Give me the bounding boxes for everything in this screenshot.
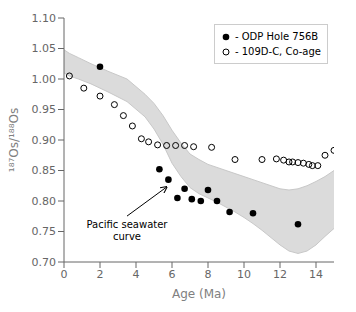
html-text:- ODP Hole 756B: - ODP Hole 756B xyxy=(235,31,319,42)
svg-text:2: 2 xyxy=(97,268,104,281)
svg-text:0.85: 0.85 xyxy=(32,164,57,177)
svg-text:6: 6 xyxy=(169,268,176,281)
svg-text:1.00: 1.00 xyxy=(32,73,57,86)
svg-text:10: 10 xyxy=(237,268,251,281)
svg-text:12: 12 xyxy=(273,268,287,281)
svg-text:0.70: 0.70 xyxy=(32,256,57,269)
svg-text:0.75: 0.75 xyxy=(32,225,57,238)
html-text:- 109D-C, Co-age: - 109D-C, Co-age xyxy=(235,46,321,57)
svg-text:Pacific seawatercurve: Pacific seawatercurve xyxy=(87,219,169,242)
svg-text:14: 14 xyxy=(309,268,323,281)
svg-text:0.95: 0.95 xyxy=(32,103,57,116)
svg-text:Age (Ma): Age (Ma) xyxy=(172,287,226,301)
svg-text:1.05: 1.05 xyxy=(32,42,57,55)
svg-text:1.10: 1.10 xyxy=(32,12,57,25)
svg-text:4: 4 xyxy=(133,268,140,281)
svg-text:8: 8 xyxy=(205,268,212,281)
svg-text:0: 0 xyxy=(61,268,68,281)
svg-text:0.90: 0.90 xyxy=(32,134,57,147)
svg-text:0.80: 0.80 xyxy=(32,195,57,208)
svg-text:¹⁸⁷Os/¹⁸⁸Os: ¹⁸⁷Os/¹⁸⁸Os xyxy=(8,108,21,172)
